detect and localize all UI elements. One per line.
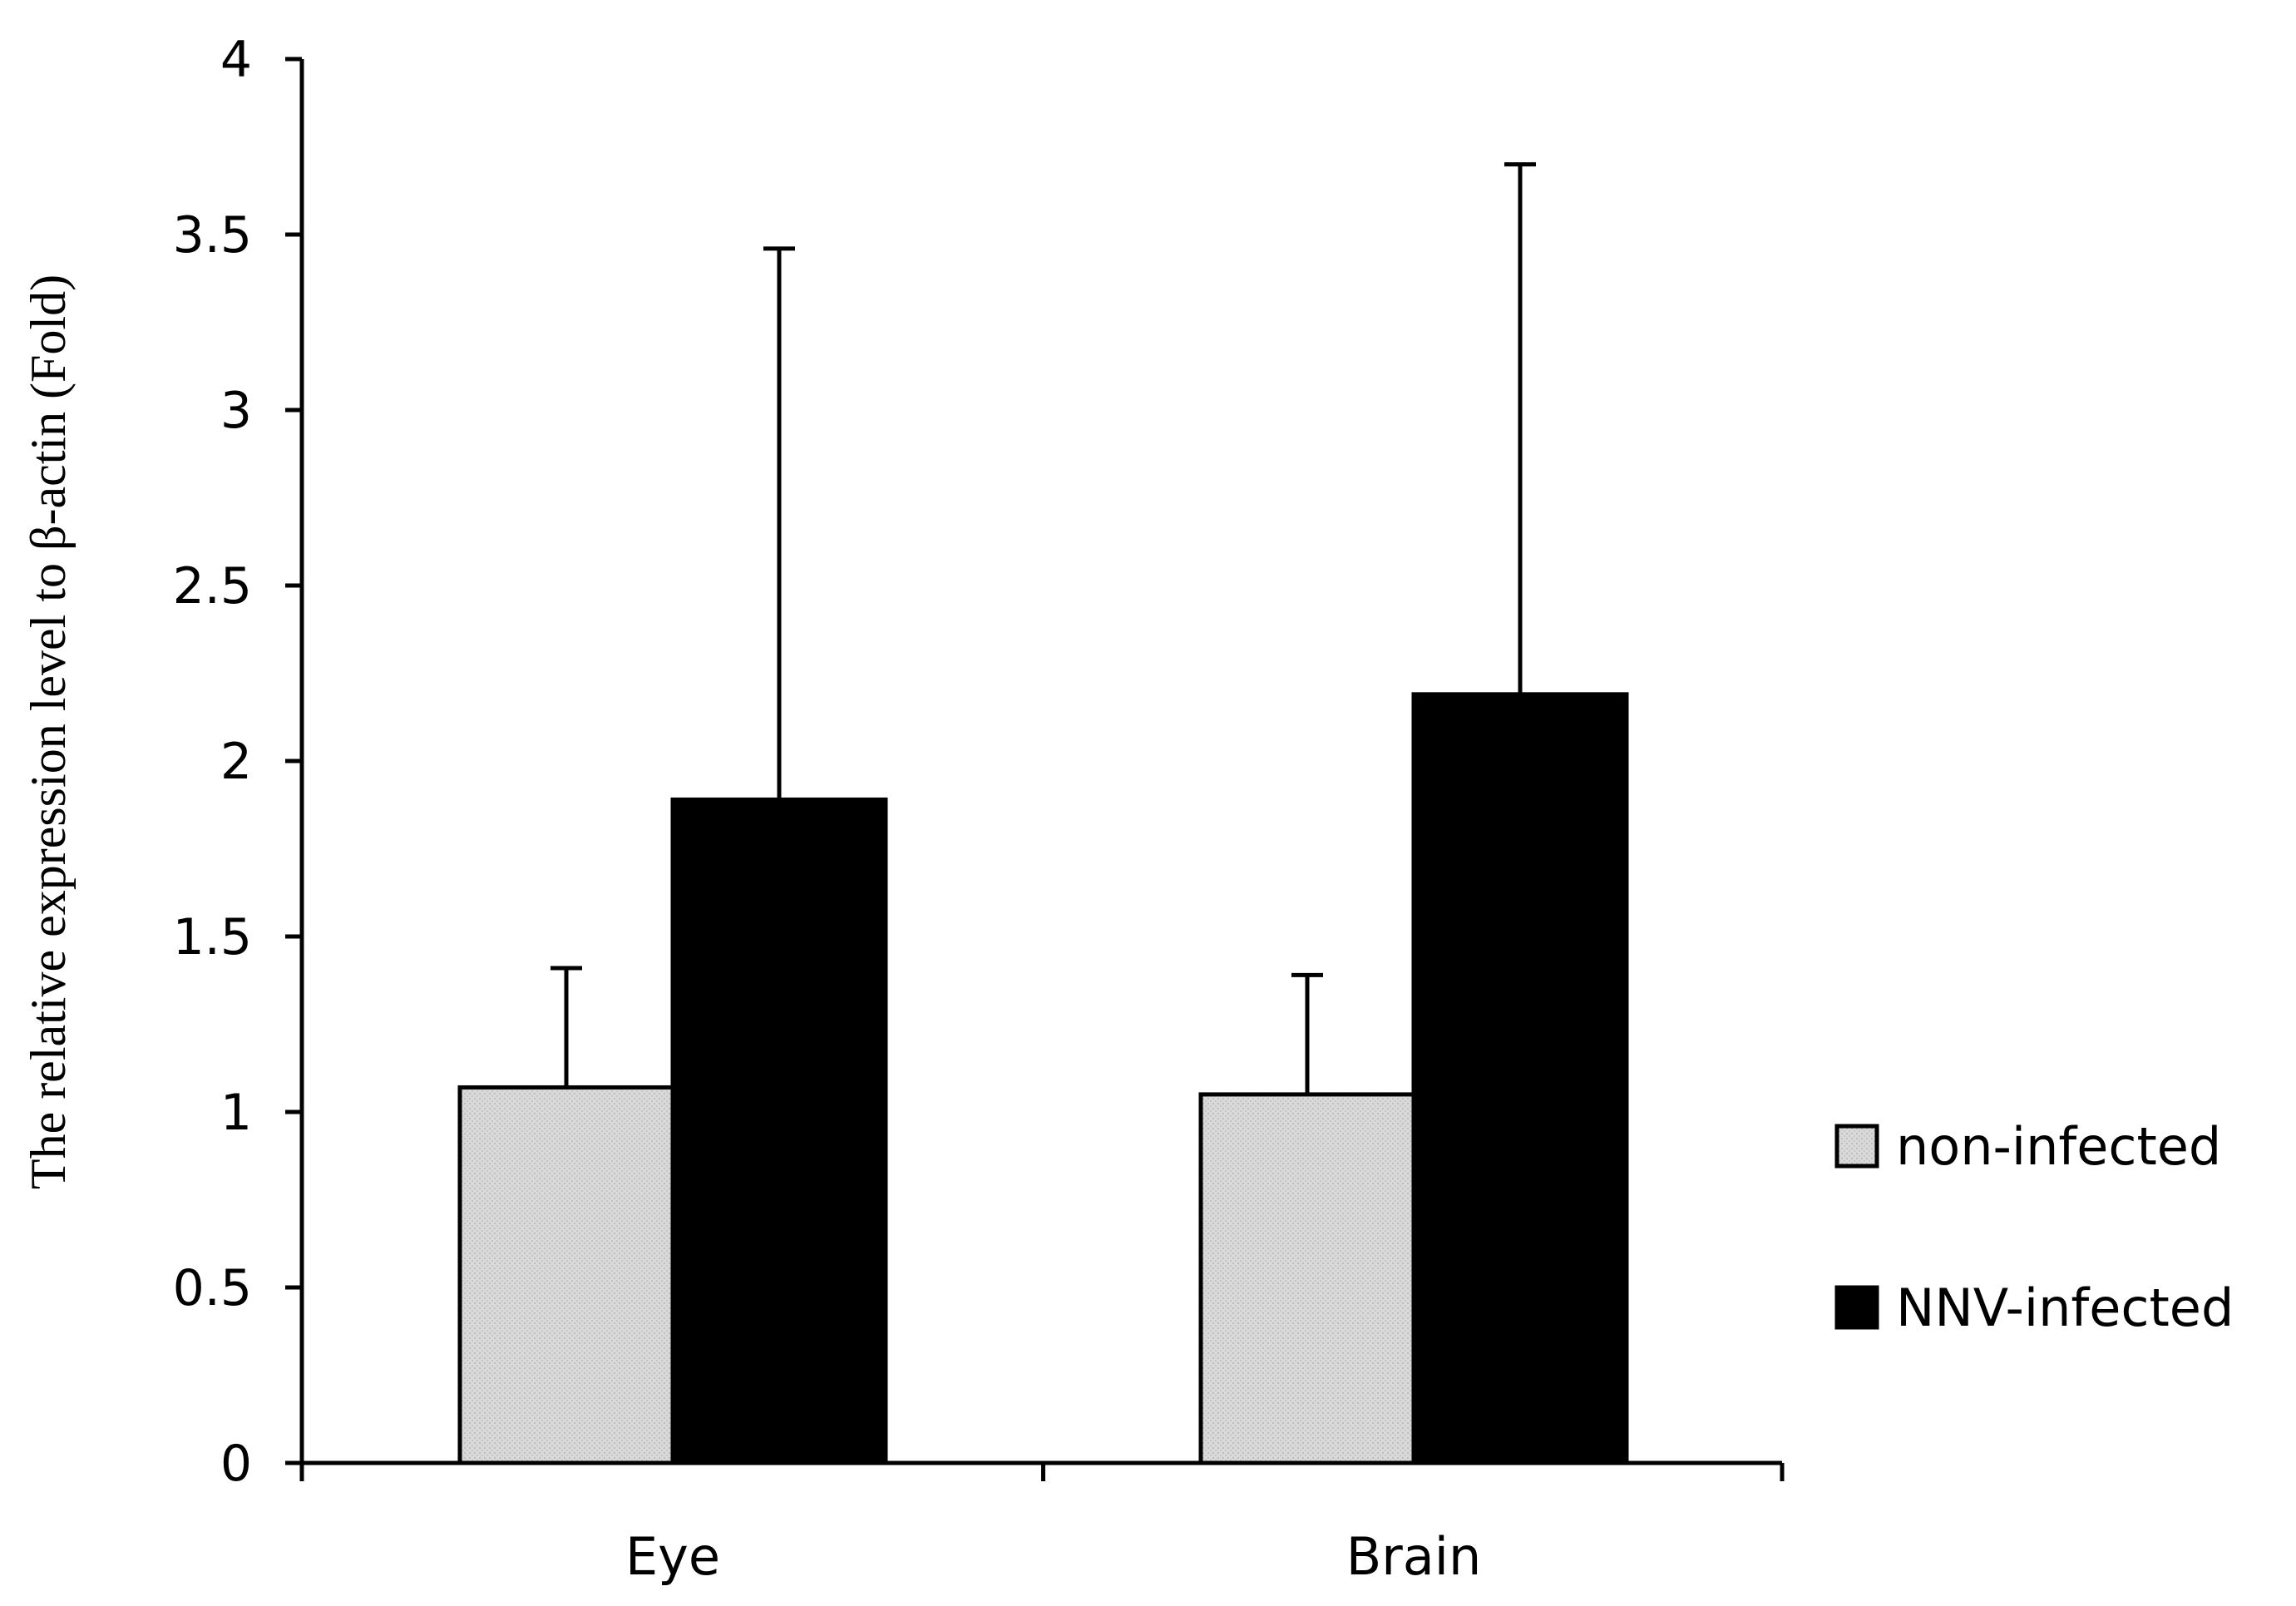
y-ticks-layer: 0 0.5 1 1.5 2 2.5 3 3.5 4 xyxy=(173,31,302,1493)
y-tick-label: 4 xyxy=(220,31,252,89)
y-tick-label: 3.5 xyxy=(173,206,252,264)
y-tick-label: 0 xyxy=(220,1435,252,1493)
y-tick-label: 2 xyxy=(220,733,252,791)
y-tick-label: 0.5 xyxy=(173,1259,252,1317)
bar-non-infected xyxy=(1198,1092,1416,1465)
legend-swatch xyxy=(1834,1285,1879,1330)
y-tick-label: 3 xyxy=(220,382,252,440)
legend-swatch xyxy=(1834,1124,1879,1169)
bars-layer xyxy=(457,692,1629,1465)
bar-nnv-infected xyxy=(670,797,888,1465)
y-axis-label: The relative expression level to β-actin… xyxy=(21,274,76,1189)
x-ticks-layer: Eye Brain xyxy=(299,1463,1785,1587)
y-tick-label: 1 xyxy=(220,1084,252,1142)
bar-non-infected xyxy=(457,1085,675,1465)
error-bars-layer xyxy=(551,162,1536,1095)
legend: non-infected NNV-infected xyxy=(1834,1116,2234,1338)
bar-nnv-infected xyxy=(1411,692,1629,1465)
legend-label: NNV-infected xyxy=(1896,1277,2234,1338)
x-category-label: Brain xyxy=(1346,1526,1482,1587)
y-tick-label: 1.5 xyxy=(173,908,252,966)
legend-label: non-infected xyxy=(1896,1116,2221,1177)
y-tick-label: 2.5 xyxy=(173,557,252,615)
x-category-label: Eye xyxy=(625,1526,720,1587)
